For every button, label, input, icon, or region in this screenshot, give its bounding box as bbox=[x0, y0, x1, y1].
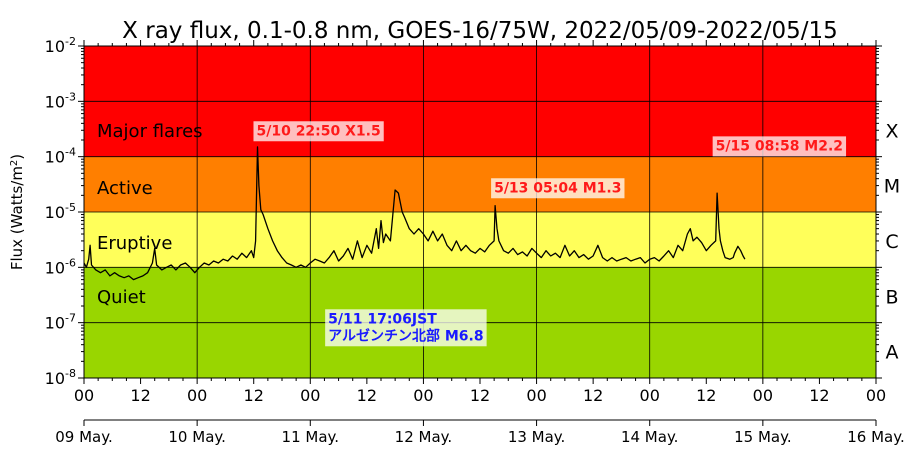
annotation-box bbox=[491, 178, 625, 199]
annotation-2: 5/15 08:58 M2.2 bbox=[712, 136, 847, 157]
x-hour-label-12: 00 bbox=[753, 386, 773, 405]
x-hour-label-4: 00 bbox=[300, 386, 320, 405]
annotation-0: 5/10 22:50 X1.5 bbox=[253, 121, 384, 142]
x-hour-label-9: 12 bbox=[583, 386, 603, 405]
x-hour-label-0: 00 bbox=[74, 386, 94, 405]
y-tick-label-4: 10-4 bbox=[45, 146, 76, 167]
flux-series bbox=[83, 146, 746, 281]
day-label-5: 14 May. bbox=[621, 428, 679, 446]
annotation-text: 5/10 22:50 X1.5 bbox=[256, 123, 380, 139]
x-hour-label-5: 12 bbox=[357, 386, 377, 405]
band-label-0: Major flares bbox=[97, 121, 203, 142]
day-label-2: 11 May. bbox=[282, 428, 340, 446]
annotation-box bbox=[712, 136, 847, 157]
day-label-4: 13 May. bbox=[508, 428, 566, 446]
annotation-1: 5/13 05:04 M1.3 bbox=[491, 178, 625, 199]
class-label-A: A bbox=[886, 342, 899, 364]
x-hour-label-13: 12 bbox=[809, 386, 829, 405]
day-label-7: 16 May. bbox=[847, 428, 905, 446]
chart-title: X ray flux, 0.1-0.8 nm, GOES-16/75W, 202… bbox=[122, 18, 838, 44]
band-label-2: Eruptive bbox=[97, 233, 172, 254]
x-hour-label-11: 12 bbox=[696, 386, 716, 405]
flare-annotations: 5/10 22:50 X1.5 5/13 05:04 M1.3 5/15 08:58… bbox=[253, 121, 847, 347]
y-tick-label-1: 10-7 bbox=[45, 312, 76, 333]
x-hour-label-1: 12 bbox=[130, 386, 150, 405]
band-labels: Major flares Active Eruptive Quiet bbox=[97, 121, 203, 308]
day-label-0: 09 May. bbox=[55, 428, 113, 446]
day-label-6: 15 May. bbox=[734, 428, 792, 446]
x-hour-label-6: 00 bbox=[413, 386, 433, 405]
annotation-box bbox=[325, 309, 487, 347]
annotation-box bbox=[253, 121, 384, 142]
y-tick-label-0: 10-8 bbox=[45, 367, 76, 388]
axes: 10-8 10-7 10-6 10-5 10-4 10-3 10-2 00 12 00 12 00 12… bbox=[45, 35, 905, 446]
y-tick-label-5: 10-3 bbox=[45, 90, 76, 111]
x-hour-label-8: 00 bbox=[526, 386, 546, 405]
class-label-X: X bbox=[885, 120, 898, 142]
annotation-text: 5/13 05:04 M1.3 bbox=[494, 180, 621, 196]
x-hour-label-7: 12 bbox=[470, 386, 490, 405]
flare-class-labels: X M C B A bbox=[884, 120, 900, 363]
x-hour-label-10: 00 bbox=[640, 386, 660, 405]
band-label-1: Active bbox=[97, 178, 153, 199]
series-line-0 bbox=[83, 146, 746, 281]
class-label-C: C bbox=[885, 231, 898, 253]
y-tick-label-3: 10-5 bbox=[45, 201, 76, 222]
band-label-3: Quiet bbox=[97, 287, 146, 308]
class-label-M: M bbox=[884, 176, 900, 198]
y-tick-label-2: 10-6 bbox=[45, 256, 76, 277]
x-hour-label-14: 00 bbox=[866, 386, 886, 405]
day-label-1: 10 May. bbox=[168, 428, 226, 446]
annotation-text: 5/11 17:06JST bbox=[328, 311, 437, 327]
day-label-3: 12 May. bbox=[395, 428, 453, 446]
x-hour-label-2: 00 bbox=[187, 386, 207, 405]
annotation-text: 5/15 08:58 M2.2 bbox=[716, 138, 843, 154]
band-1 bbox=[84, 156, 876, 212]
class-label-B: B bbox=[885, 286, 898, 308]
annotation-text: アルゼンチン北部 M6.8 bbox=[328, 327, 483, 344]
y-axis-label: Flux (Watts/m2) bbox=[8, 154, 26, 270]
y-tick-label-6: 10-2 bbox=[45, 35, 76, 56]
band-2 bbox=[84, 212, 876, 268]
x-hour-label-3: 12 bbox=[244, 386, 264, 405]
